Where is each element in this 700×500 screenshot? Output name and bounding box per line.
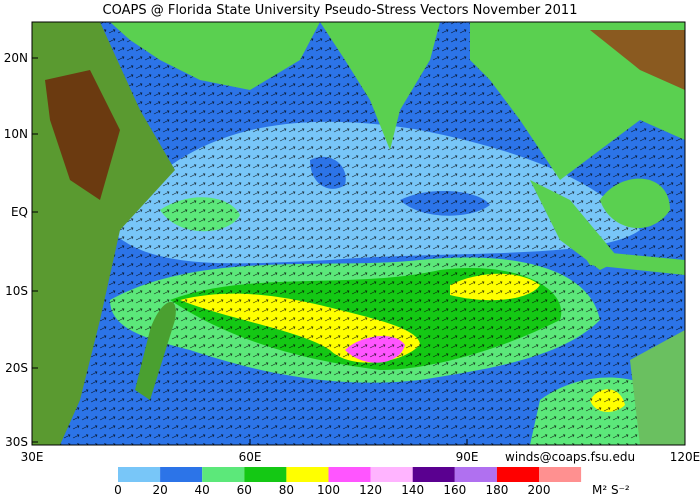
- lat-label: 20N: [4, 51, 28, 65]
- legend-swatch: [328, 467, 371, 482]
- legend-tick-label: 60: [237, 483, 252, 497]
- legend-swatch: [118, 467, 161, 482]
- lat-label: 10N: [4, 127, 28, 141]
- legend-tick-label: 20: [152, 483, 167, 497]
- credit: winds@coaps.fsu.edu: [505, 450, 635, 464]
- legend-tick-label: 120: [359, 483, 382, 497]
- legend-swatch: [370, 467, 413, 482]
- legend-tick-label: 180: [485, 483, 508, 497]
- lon-label: 90E: [456, 450, 479, 464]
- lon-label: 30E: [21, 450, 44, 464]
- lat-label: 20S: [5, 361, 28, 375]
- legend-tick-label: 140: [401, 483, 424, 497]
- legend-swatch: [202, 467, 245, 482]
- legend-swatch: [539, 467, 582, 482]
- legend-swatch: [496, 467, 539, 482]
- lon-label: 120E: [670, 450, 700, 464]
- lat-labels: 20N 10N EQ 10S 20S 30S: [4, 51, 38, 449]
- legend-tick-label: 80: [279, 483, 294, 497]
- legend-swatch: [412, 467, 455, 482]
- legend: 0 20 40 60 80 100 120 140 160 180 200: [114, 467, 582, 497]
- legend-tick-label: 100: [317, 483, 340, 497]
- title: COAPS @ Florida State University Pseudo-…: [103, 3, 578, 18]
- lat-label: 10S: [5, 284, 28, 298]
- lat-label: EQ: [11, 205, 28, 219]
- legend-tick-label: 160: [443, 483, 466, 497]
- legend-tick-label: 40: [195, 483, 210, 497]
- legend-swatch: [454, 467, 497, 482]
- lat-label: 30S: [5, 435, 28, 449]
- legend-unit: M² S⁻²: [592, 483, 630, 497]
- legend-tick-label: 200: [528, 483, 551, 497]
- legend-tick-label: 0: [114, 483, 122, 497]
- lon-label: 60E: [239, 450, 262, 464]
- map-frame: [31, 21, 686, 446]
- lon-labels: 30E 60E 90E 120E: [21, 439, 700, 464]
- legend-swatch: [244, 467, 287, 482]
- legend-swatch: [160, 467, 203, 482]
- map: [32, 22, 685, 445]
- legend-swatch: [286, 467, 329, 482]
